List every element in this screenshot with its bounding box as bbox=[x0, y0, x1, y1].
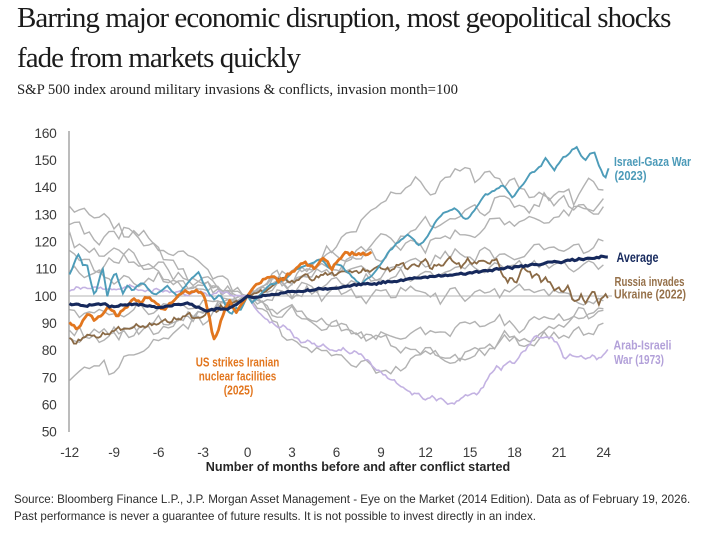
svg-text:24: 24 bbox=[596, 445, 611, 460]
svg-text:nuclear facilities: nuclear facilities bbox=[199, 369, 277, 384]
svg-text:-3: -3 bbox=[197, 445, 208, 460]
svg-text:Average: Average bbox=[617, 250, 659, 265]
svg-text:90: 90 bbox=[42, 316, 57, 331]
svg-text:80: 80 bbox=[42, 343, 57, 358]
svg-text:-9: -9 bbox=[108, 445, 119, 460]
svg-text:Russia invades: Russia invades bbox=[615, 274, 685, 289]
svg-text:110: 110 bbox=[35, 262, 57, 277]
svg-text:18: 18 bbox=[507, 445, 521, 460]
svg-text:150: 150 bbox=[34, 153, 57, 168]
svg-text:Israel-Gaza War: Israel-Gaza War bbox=[614, 154, 691, 169]
svg-text:21: 21 bbox=[552, 445, 566, 460]
svg-text:6: 6 bbox=[333, 445, 340, 460]
svg-text:War (1973): War (1973) bbox=[614, 352, 664, 367]
svg-text:Number of months before and af: Number of months before and after confli… bbox=[206, 460, 510, 474]
svg-text:70: 70 bbox=[42, 370, 57, 385]
svg-text:140: 140 bbox=[34, 180, 57, 195]
svg-text:120: 120 bbox=[34, 235, 57, 250]
svg-text:100: 100 bbox=[34, 289, 57, 304]
svg-text:-12: -12 bbox=[60, 445, 79, 460]
svg-text:3: 3 bbox=[288, 445, 295, 460]
svg-text:(2025): (2025) bbox=[224, 383, 254, 398]
svg-text:60: 60 bbox=[42, 398, 57, 413]
svg-text:9: 9 bbox=[377, 445, 384, 460]
svg-text:(2023): (2023) bbox=[615, 168, 647, 183]
svg-text:15: 15 bbox=[463, 445, 477, 460]
svg-text:50: 50 bbox=[42, 425, 57, 440]
svg-text:130: 130 bbox=[34, 207, 57, 222]
svg-text:160: 160 bbox=[34, 126, 57, 141]
svg-text:12: 12 bbox=[418, 445, 432, 460]
svg-text:Arab-Israeli: Arab-Israeli bbox=[614, 338, 672, 353]
svg-text:Ukraine (2022): Ukraine (2022) bbox=[614, 287, 686, 302]
svg-text:US strikes Iranian: US strikes Iranian bbox=[196, 355, 280, 370]
svg-text:0: 0 bbox=[244, 445, 251, 460]
svg-text:-6: -6 bbox=[153, 445, 164, 460]
